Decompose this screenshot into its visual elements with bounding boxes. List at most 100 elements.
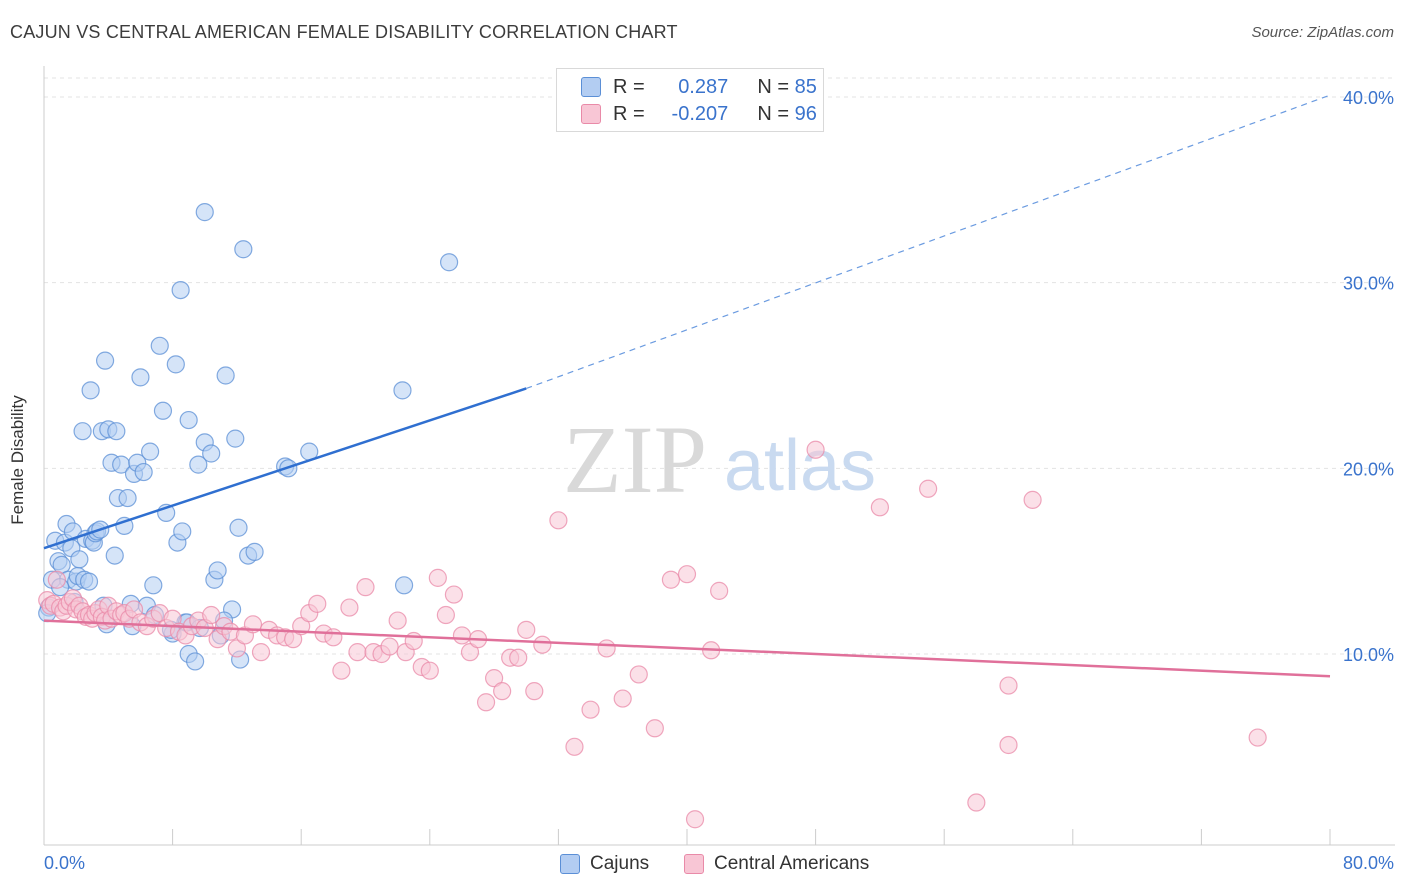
central-americans-point [308,594,327,613]
central-americans-point [444,585,464,604]
central-americans-point [581,700,600,719]
central-americans-trend-line [43,619,1331,678]
cajuns-point [134,462,153,482]
central-americans-point [999,735,1018,755]
legend-label-central-americans: Central Americans [714,853,870,874]
cajuns-point [140,442,160,461]
y-tick-label: 10.0% [1343,645,1394,665]
cajuns-point [171,280,190,300]
cajuns-point [166,355,185,374]
central-americans-point [661,570,681,589]
legend-item-central-americans[interactable]: Central Americans [684,852,869,876]
central-americans-point [685,810,705,829]
x-tick-label-max: 80.0% [1343,853,1394,873]
cajuns-point [95,351,115,370]
cajuns-point [226,429,245,448]
n-label: N = [757,75,790,98]
central-americans-point [517,620,536,639]
central-americans-point [677,565,697,584]
central-americans-point [420,661,439,680]
watermark-zip: ZIP [563,406,707,513]
x-tick-label-min: 0.0% [44,853,85,873]
central-americans-point [202,605,221,625]
central-americans-point [1248,728,1267,747]
cajuns-point [173,522,192,541]
central-americans-point [380,637,399,656]
central-americans-point [493,682,512,701]
cajuns-swatch [581,77,601,97]
cajuns-point [234,240,253,259]
watermark: ZIP atlas [563,406,876,513]
central-americans-swatch [581,104,601,124]
source-label: Source: ZipAtlas.com [1251,24,1394,41]
r-label: R = [613,75,645,98]
data-points [38,203,1267,829]
n-value: 96 [794,102,817,125]
chart-title: CAJUN VS CENTRAL AMERICAN FEMALE DISABIL… [10,22,678,42]
cajuns-legend-swatch [560,854,580,874]
cajuns-point [153,401,173,420]
r-label: R = [613,102,645,125]
cajuns-point [150,336,169,355]
central-americans-point [324,628,343,647]
central-americans-point [47,570,66,589]
cajuns-point [131,368,150,387]
central-americans-point [452,626,472,645]
cajuns-point [186,652,205,671]
axes [43,66,1395,846]
r-value: 0.287 [678,75,729,98]
cajuns-point [202,444,221,463]
grid-lines [44,77,1395,655]
legend-item-cajuns[interactable]: Cajuns [560,852,649,876]
central-americans-legend-swatch [684,854,704,874]
cajuns-point [70,550,89,569]
cajuns-point [179,410,198,430]
y-tick-label: 30.0% [1343,274,1394,294]
central-americans-point [436,605,455,625]
cajuns-point [115,516,134,535]
cajuns-point [105,546,124,565]
central-americans-point [227,639,246,658]
central-americans-point [356,578,375,597]
cajuns-trend-extension [526,94,1331,390]
r-value: -0.207 [671,102,729,125]
central-americans-point [613,689,632,708]
central-americans-point [549,511,568,530]
trend-lines [43,94,1331,678]
cajuns-point [229,518,248,537]
central-americans-point [348,643,367,662]
n-value: 85 [794,75,817,98]
cajuns-point [107,422,126,441]
cajuns-point [439,253,459,272]
cajuns-point [208,561,227,580]
y-tick-label: 20.0% [1343,459,1394,479]
central-americans-point [710,581,729,600]
central-americans-point [597,639,616,658]
cajuns-point [394,576,414,595]
cajuns-point [79,572,99,591]
central-americans-point [1023,490,1042,509]
cajuns-point [245,542,264,561]
central-americans-point [645,719,664,738]
central-americans-point [404,631,423,651]
central-americans-point [967,793,986,812]
central-americans-point [485,669,504,688]
cajuns-point [81,381,100,400]
central-americans-point [340,598,359,617]
central-americans-point [460,643,480,662]
central-americans-point [525,682,544,701]
central-americans-point [251,643,271,662]
cajuns-trend-line [43,387,527,550]
cajuns-point [216,366,235,385]
central-americans-point [332,661,351,680]
legend-label-cajuns: Cajuns [590,853,650,874]
tick-labels: 10.0% 20.0% 30.0% 40.0% 0.0% 80.0% [44,88,1394,873]
cajuns-point [195,203,214,222]
y-tick-label: 40.0% [1343,88,1394,108]
cajuns-point [118,488,137,508]
central-americans-point [999,676,1018,695]
stats-legend: R = 0.287 N = 85 R = -0.207 N = 96 [556,68,824,132]
central-americans-point [565,737,584,756]
central-americans-point [919,479,938,498]
